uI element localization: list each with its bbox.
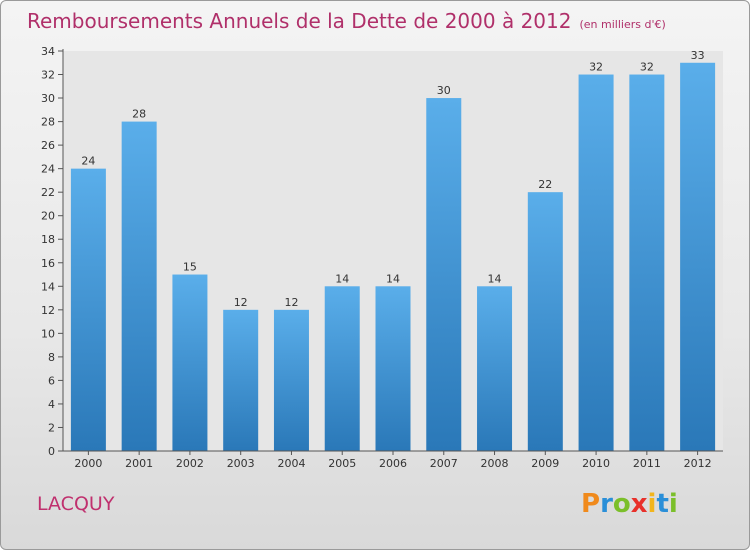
logo-letter: r <box>600 489 613 519</box>
chart-title: Remboursements Annuels de la Dette de 20… <box>27 9 666 33</box>
chart-title-text: Remboursements Annuels de la Dette de 20… <box>27 9 572 33</box>
y-tick-label: 12 <box>41 304 55 317</box>
bar <box>375 286 411 451</box>
x-tick-label: 2004 <box>277 457 305 470</box>
bar <box>629 74 665 451</box>
y-tick-label: 2 <box>48 421 55 434</box>
bar-value-label: 14 <box>386 272 400 285</box>
y-tick-label: 20 <box>41 210 55 223</box>
bar <box>121 121 157 452</box>
x-tick-label: 2008 <box>481 457 509 470</box>
bar <box>527 192 563 452</box>
bar-value-label: 12 <box>234 296 248 309</box>
bars-group: 24 28 15 12 12 14 14 30 14 22 32 32 33 <box>70 49 716 452</box>
y-tick-label: 34 <box>41 45 55 58</box>
y-tick-label: 6 <box>48 374 55 387</box>
bar <box>680 62 716 451</box>
x-tick-label: 2001 <box>125 457 153 470</box>
y-tick-label: 14 <box>41 280 55 293</box>
unit-note: (en milliers d'€) <box>579 18 666 31</box>
y-tick-label: 30 <box>41 92 55 105</box>
bar-value-label: 14 <box>335 272 349 285</box>
x-tick-label: 2006 <box>379 457 407 470</box>
y-tick-label: 22 <box>41 186 55 199</box>
bar-value-label: 12 <box>284 296 298 309</box>
x-tick-label: 2011 <box>633 457 661 470</box>
bar-value-label: 15 <box>183 261 197 274</box>
bar-value-label: 32 <box>589 61 603 74</box>
x-tick-label: 2002 <box>176 457 204 470</box>
logo-letter: i <box>647 489 657 519</box>
y-tick-label: 10 <box>41 327 55 340</box>
logo-letter: P <box>581 489 601 519</box>
logo-letter: x <box>630 489 648 519</box>
logo-letter: o <box>612 489 631 519</box>
bar-value-label: 32 <box>640 61 654 74</box>
bar <box>70 168 106 451</box>
bar-value-label: 24 <box>81 155 95 168</box>
y-tick-label: 26 <box>41 139 55 152</box>
bar <box>426 98 462 451</box>
y-tick-label: 32 <box>41 69 55 82</box>
bar-value-label: 30 <box>437 84 451 97</box>
x-tick-label: 2007 <box>430 457 458 470</box>
y-tick-label: 16 <box>41 257 55 270</box>
commune-name: LACQUY <box>37 493 115 515</box>
x-tick-label: 2012 <box>684 457 712 470</box>
y-tick-label: 24 <box>41 163 55 176</box>
bar-value-label: 22 <box>538 178 552 191</box>
y-tick-label: 18 <box>41 233 55 246</box>
bar <box>172 274 208 451</box>
bar <box>223 309 259 451</box>
x-tick-label: 2003 <box>227 457 255 470</box>
logo-letter: i <box>668 489 678 519</box>
proxiti-logo: Proxiti <box>581 489 678 519</box>
x-tick-label: 2010 <box>582 457 610 470</box>
y-tick-label: 0 <box>48 445 55 458</box>
bar-value-label: 28 <box>132 108 146 121</box>
bar-value-label: 33 <box>691 49 705 62</box>
bar-value-label: 14 <box>488 272 502 285</box>
bar <box>477 286 513 451</box>
y-tick-label: 4 <box>48 398 55 411</box>
bar <box>273 309 309 451</box>
x-tick-label: 2000 <box>74 457 102 470</box>
bar <box>324 286 360 451</box>
bar <box>578 74 614 451</box>
y-tick-label: 28 <box>41 116 55 129</box>
x-tick-label: 2005 <box>328 457 356 470</box>
y-tick-label: 8 <box>48 351 55 364</box>
x-tick-label: 2009 <box>531 457 559 470</box>
logo-letter: t <box>656 489 669 519</box>
